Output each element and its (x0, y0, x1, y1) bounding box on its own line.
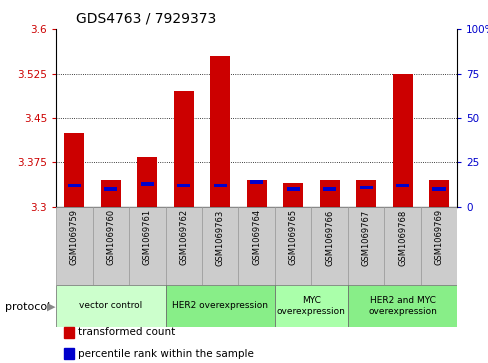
Text: GSM1069765: GSM1069765 (288, 209, 297, 265)
Bar (395, 184, 408, 187)
Bar (68, 184, 81, 187)
Bar (238, 207, 274, 285)
Text: GDS4763 / 7929373: GDS4763 / 7929373 (76, 11, 216, 25)
Bar (274, 207, 311, 285)
Bar (286, 187, 299, 191)
Bar (104, 187, 117, 191)
Text: transformed count: transformed count (78, 327, 175, 337)
Bar (274, 285, 347, 327)
Bar (311, 207, 347, 285)
Bar (283, 183, 303, 207)
Bar (173, 91, 193, 207)
Text: GSM1069767: GSM1069767 (361, 209, 370, 265)
Bar (319, 180, 339, 207)
Bar (56, 207, 93, 285)
Bar (347, 285, 456, 327)
Bar (141, 182, 154, 185)
Text: vector control: vector control (79, 301, 142, 310)
Text: GSM1069764: GSM1069764 (252, 209, 261, 265)
Bar (431, 187, 445, 191)
Text: protocol: protocol (5, 302, 50, 312)
Bar (323, 187, 335, 191)
Bar (101, 180, 121, 207)
Bar (213, 184, 226, 187)
Bar (129, 207, 165, 285)
Bar (392, 73, 412, 207)
Text: GSM1069761: GSM1069761 (142, 209, 152, 265)
Bar (177, 184, 190, 187)
Text: ▶: ▶ (47, 302, 55, 312)
Bar (202, 207, 238, 285)
Text: GSM1069768: GSM1069768 (397, 209, 406, 265)
Bar (347, 207, 384, 285)
Text: HER2 overexpression: HER2 overexpression (172, 301, 268, 310)
Text: GSM1069762: GSM1069762 (179, 209, 188, 265)
Bar (359, 185, 372, 189)
Text: GSM1069760: GSM1069760 (106, 209, 115, 265)
Text: MYC
overexpression: MYC overexpression (276, 296, 345, 315)
Text: GSM1069769: GSM1069769 (434, 209, 443, 265)
Bar (246, 180, 266, 207)
Bar (250, 180, 263, 184)
Bar (355, 180, 375, 207)
Bar (56, 285, 165, 327)
Bar (384, 207, 420, 285)
Text: percentile rank within the sample: percentile rank within the sample (78, 349, 254, 359)
Bar (137, 156, 157, 207)
Text: HER2 and MYC
overexpression: HER2 and MYC overexpression (367, 296, 436, 315)
Text: GSM1069766: GSM1069766 (325, 209, 333, 265)
Text: GSM1069759: GSM1069759 (70, 209, 79, 265)
Text: GSM1069763: GSM1069763 (215, 209, 224, 265)
Bar (64, 133, 84, 207)
Bar (428, 180, 448, 207)
Bar (165, 285, 274, 327)
Bar (165, 207, 202, 285)
Bar (420, 207, 456, 285)
Bar (93, 207, 129, 285)
Bar (210, 56, 230, 207)
